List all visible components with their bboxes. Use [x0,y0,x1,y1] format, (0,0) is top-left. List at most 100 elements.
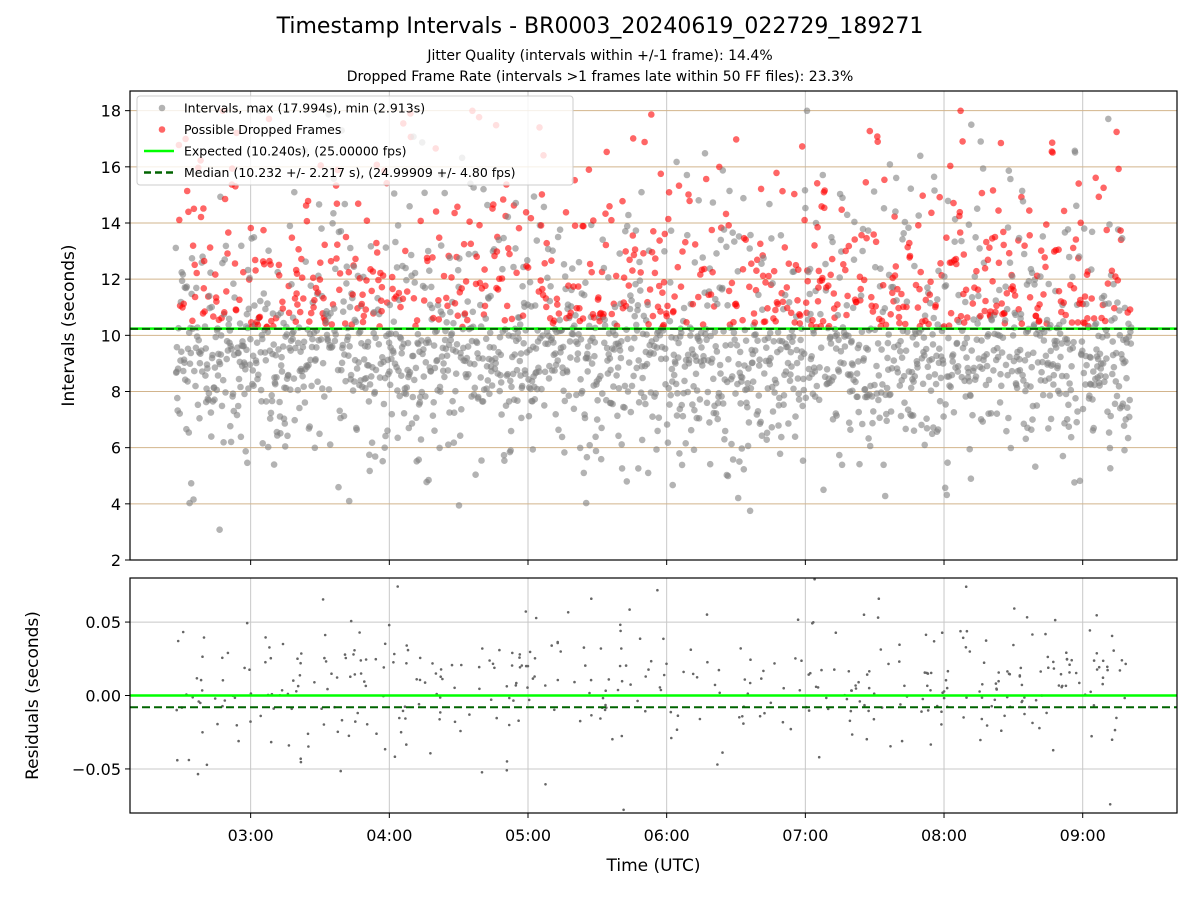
interval-point [934,426,942,433]
residual-point [195,677,199,680]
residual-point [196,772,200,776]
dropped-frame-point [333,255,340,262]
interval-point [897,337,904,345]
dropped-frame-point [435,297,442,304]
dropped-frame-point [1114,277,1122,284]
residual-point [814,685,818,689]
interval-point [582,499,590,507]
interval-point [554,357,561,364]
interval-point [673,412,681,419]
dropped-frame-point [417,217,425,225]
dropped-frame-point [746,283,753,291]
interval-point [392,238,399,246]
dropped-frame-point [878,317,886,325]
interval-point [279,343,287,350]
interval-point [791,433,799,441]
interval-point [441,189,449,197]
interval-point [268,397,276,405]
interval-point [968,121,975,128]
interval-point [1012,311,1019,319]
residual-point [1124,662,1127,666]
dropped-frame-point [320,294,327,302]
y-tick-label: 16 [101,158,121,177]
residual-point [1025,616,1029,619]
residual-point [349,619,353,623]
interval-point [667,227,675,234]
residual-point [618,664,622,668]
dropped-frame-point [420,297,428,304]
dropped-frame-point [974,286,982,294]
interval-point [207,409,215,416]
interval-point [278,368,286,375]
residual-point [789,727,793,731]
interval-point [805,365,813,373]
interval-point [311,444,319,452]
interval-point [666,401,673,408]
interval-point [262,357,270,364]
residual-point [326,687,329,691]
interval-point [402,390,410,398]
interval-point [972,373,980,380]
dropped-frame-point [363,217,371,224]
interval-point [390,190,398,197]
residual-point [854,684,857,687]
residual-point [718,691,721,695]
interval-point [630,372,637,380]
dropped-frame-point [612,272,620,280]
residual-point [1047,666,1050,669]
interval-point [206,292,213,300]
interval-point [447,308,454,316]
interval-point [1115,383,1123,390]
dropped-frame-point [260,260,268,268]
dropped-frame-point [1015,306,1022,313]
residual-point [926,684,929,688]
dropped-frame-point [466,218,473,225]
interval-point [1088,228,1096,236]
interval-point [716,361,724,369]
interval-point [815,396,823,404]
dropped-frame-point [998,300,1005,307]
dropped-frame-point [629,135,637,142]
interval-point [483,385,490,393]
residual-point [508,696,511,700]
residual-point [1061,684,1064,688]
dropped-frame-point [508,315,516,323]
residual-point [493,666,496,670]
dropped-frame-point [191,261,198,269]
dropped-frame-point [352,255,359,263]
dropped-frame-point [505,245,512,252]
interval-point [772,379,780,387]
residual-point [807,709,811,712]
interval-point [355,359,362,366]
dropped-frame-point [553,295,561,303]
interval-point [340,412,348,420]
interval-point [1071,149,1079,156]
interval-point [639,374,646,382]
interval-point [637,287,644,294]
residual-point [418,678,422,682]
interval-point [372,366,380,374]
interval-point [1056,390,1063,397]
interval-point [758,432,766,440]
dropped-frame-point [548,257,555,265]
interval-point [572,312,579,319]
interval-point [327,310,334,317]
residual-point [743,678,747,681]
interval-point [245,385,252,392]
interval-point [955,318,963,326]
dropped-frame-point [1026,294,1034,301]
interval-point [879,381,886,388]
residual-point [1092,659,1096,662]
dropped-frame-point [798,143,806,150]
dropped-frame-point [659,289,666,297]
interval-point [900,372,908,380]
residual-point [994,682,998,685]
dropped-frame-point [590,217,597,224]
residual-point [945,686,949,690]
dropped-frame-point [1103,226,1110,234]
dropped-frame-point [539,285,546,293]
interval-point [713,348,721,355]
interval-point [436,444,443,452]
interval-point [816,364,823,371]
interval-point [446,409,453,416]
